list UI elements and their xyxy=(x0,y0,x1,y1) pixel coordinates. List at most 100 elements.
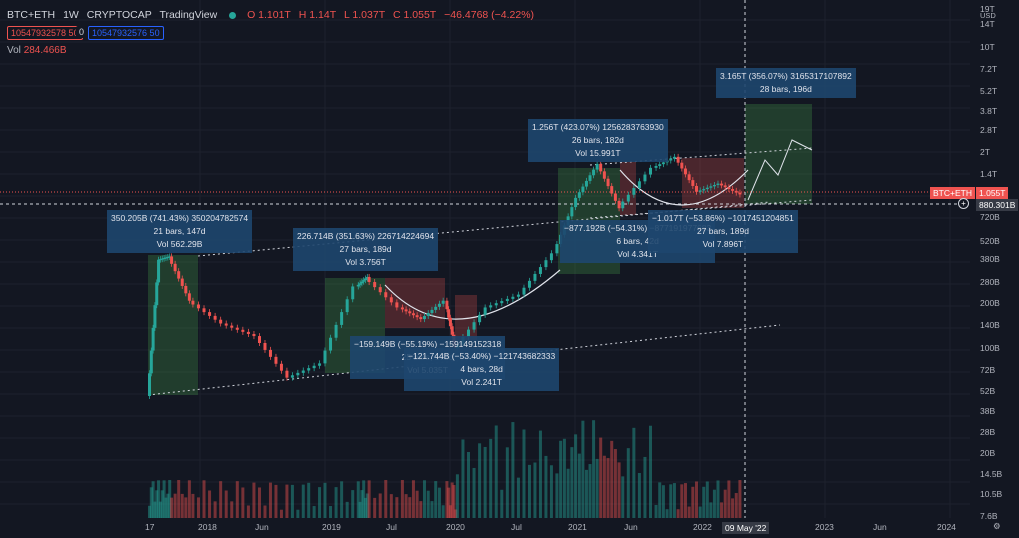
volume-bar xyxy=(566,468,570,518)
add-alert-icon[interactable]: + xyxy=(958,198,969,209)
price-axis-label: 380B xyxy=(980,254,1000,264)
symbol-label[interactable]: BTC+ETH xyxy=(7,9,56,21)
volume-bar xyxy=(731,498,735,518)
volume-bar xyxy=(658,482,662,518)
candle-body xyxy=(168,256,172,258)
candle-body xyxy=(252,333,256,337)
candle-body xyxy=(208,312,212,316)
price-chart[interactable] xyxy=(0,0,970,518)
candle-body xyxy=(698,190,702,192)
volume-bar xyxy=(505,447,509,518)
candle-body xyxy=(658,164,662,167)
chart-area[interactable] xyxy=(0,0,970,518)
candle-body xyxy=(312,365,316,369)
measure-annotation-4[interactable]: −121.744B (−53.40%) −121743682333 4 bars… xyxy=(404,348,560,391)
platform-label: TradingView xyxy=(159,9,218,21)
candle-body xyxy=(219,319,223,324)
measure-annotation-2[interactable]: 226.714B (351.63%) 226714224694 27 bars,… xyxy=(293,228,439,271)
interval-label[interactable]: 1W xyxy=(63,9,79,21)
price-axis-label: 14.5B xyxy=(980,469,1003,479)
volume-bar xyxy=(738,480,742,518)
candle-body xyxy=(360,281,364,284)
measure-annotation-7[interactable]: −1.017T (−53.86%) −1017451204851 27 bars… xyxy=(648,210,798,253)
volume-bar xyxy=(522,429,526,518)
candle-body xyxy=(687,174,691,181)
volume-bar xyxy=(581,420,585,518)
volume-bar xyxy=(426,490,430,518)
candle-body xyxy=(422,316,426,320)
candle-body xyxy=(584,180,588,187)
trendline xyxy=(589,147,813,166)
candle-body xyxy=(505,298,509,302)
annotation-line: −877.192B (−54.31%) −877191977683 xyxy=(564,223,712,233)
candle-body xyxy=(301,370,305,373)
measure-annotation-5[interactable]: 1.256T (423.07%) 1256283763930 26 bars, … xyxy=(528,119,668,162)
measure-annotation-1[interactable]: 350.205B (741.43%) 350204782574 21 bars,… xyxy=(107,210,253,253)
annotation-line: 26 bars, 182d xyxy=(571,135,624,145)
candle-body xyxy=(157,259,161,283)
volume-bar xyxy=(570,447,574,518)
exchange-label: CRYPTOCAP xyxy=(86,9,152,21)
time-axis-label: Jul xyxy=(511,522,522,532)
volume-bar xyxy=(252,482,256,518)
candle-body xyxy=(549,253,553,261)
candle-body xyxy=(555,244,559,254)
volume-bar xyxy=(723,489,727,518)
candle-body xyxy=(358,283,362,285)
volume-bar xyxy=(274,484,278,518)
candle-body xyxy=(709,186,713,188)
candle-body xyxy=(180,278,184,286)
candle-body xyxy=(389,297,393,303)
candle-body xyxy=(411,313,415,316)
candle-body xyxy=(202,308,206,313)
measure-annotation-8[interactable]: 3.165T (356.07%) 3165317107892 28 bars, … xyxy=(716,68,856,98)
volume-bar xyxy=(307,482,311,518)
volume-bar xyxy=(268,482,272,518)
volume-bar xyxy=(373,497,377,518)
volume-bar xyxy=(455,474,459,518)
candle-body xyxy=(362,280,366,282)
volume-bar xyxy=(516,477,520,518)
volume-bar xyxy=(358,501,362,518)
candle-body xyxy=(323,350,327,364)
volume-bar xyxy=(461,439,465,518)
candle-body xyxy=(213,315,217,320)
volume-bar xyxy=(610,440,614,518)
volume-bar xyxy=(483,446,487,518)
candle-body xyxy=(610,186,614,194)
candle-body xyxy=(731,189,735,191)
zero-value: 0 xyxy=(76,26,88,38)
candle-body xyxy=(599,163,603,172)
settings-gear-icon[interactable]: ⚙ xyxy=(993,521,1001,531)
candle-body xyxy=(500,301,504,304)
volume-bar xyxy=(577,453,581,518)
volume-bar xyxy=(549,465,553,518)
volume-bar xyxy=(334,487,338,518)
volume-bar xyxy=(626,448,630,518)
volume-bar xyxy=(241,487,245,518)
blue-input-box[interactable]: 10547932576 50 xyxy=(88,26,164,40)
red-input-box[interactable]: 10547932578 50 xyxy=(7,26,83,40)
volume-bar xyxy=(533,462,537,518)
candle-body xyxy=(447,309,451,318)
candle-body xyxy=(716,183,720,185)
candle-body xyxy=(672,156,676,159)
volume-bar xyxy=(196,497,200,518)
volume-bar xyxy=(384,480,388,518)
candle-body xyxy=(191,300,195,305)
volume-bar xyxy=(389,494,393,518)
candle-body xyxy=(450,326,454,335)
candle-body xyxy=(538,267,542,274)
price-axis-label: 140B xyxy=(980,320,1000,330)
price-axis-label: 720B xyxy=(980,212,1000,222)
volume-bar xyxy=(230,501,234,518)
candle-body xyxy=(164,257,168,259)
volume-bar xyxy=(415,490,419,518)
low-value: L 1.037T xyxy=(344,9,386,21)
candle-body xyxy=(577,192,581,198)
candle-body xyxy=(606,178,610,187)
volume-bar xyxy=(716,480,720,518)
candle-body xyxy=(173,263,177,272)
price-axis[interactable] xyxy=(970,0,1019,538)
candle-body xyxy=(257,336,261,343)
